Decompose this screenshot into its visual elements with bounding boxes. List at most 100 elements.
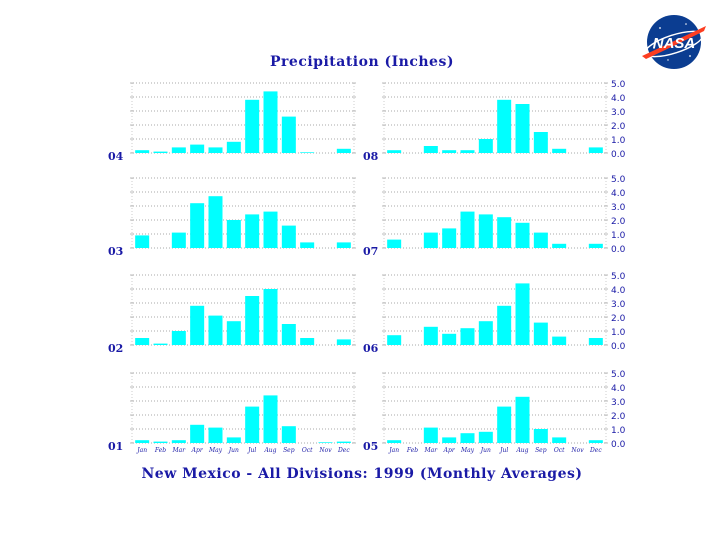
bar-02-apr (190, 305, 205, 345)
month-label: Jan (387, 447, 399, 454)
bar-01-mar (171, 440, 186, 443)
bar-07-oct (552, 243, 567, 248)
chart-panel-02: 02 (108, 274, 356, 355)
bar-01-may (208, 427, 223, 443)
bar-07-sep (533, 232, 548, 248)
bar-06-sep (533, 322, 548, 345)
month-label: Jun (479, 447, 491, 454)
bar-06-jan (387, 335, 402, 345)
bar-05-apr (442, 437, 457, 443)
chart-panel-08: 08 0.0 1.0 2.0 3.0 4.0 5.0 (363, 80, 626, 163)
bar-02-jan (135, 338, 150, 345)
month-label: Apr (191, 447, 204, 454)
nasa-logo-text: NASA (653, 35, 696, 52)
bar-08-apr (442, 150, 457, 153)
bar-02-dec (336, 339, 351, 345)
chart-panel-04: 04 (108, 82, 356, 163)
month-label: Mar (172, 447, 187, 454)
month-label: Feb (154, 447, 166, 454)
bar-08-sep (533, 132, 548, 153)
chart-panel-05: 05 0.0 1.0 2.0 3.0 4.0 5.0 Jan Feb Mar Apr May Jun Ju… (363, 370, 626, 454)
chart-panel-03: 03 (108, 177, 356, 258)
bar-07-apr (442, 228, 457, 248)
bar-03-oct (300, 242, 315, 248)
month-label: Jul (246, 447, 256, 454)
y-tick-label: 0.0 (611, 342, 626, 352)
bar-03-sep (281, 225, 296, 248)
month-label: Sep (283, 447, 295, 454)
bar-02-feb (153, 343, 168, 345)
division-label: 03 (108, 245, 123, 258)
division-label: 05 (363, 440, 378, 453)
bar-07-jun (478, 214, 493, 248)
bar-01-dec (336, 441, 351, 443)
bar-05-mar (423, 427, 438, 443)
month-label: Oct (554, 447, 565, 454)
month-label: Jul (498, 447, 508, 454)
bar-02-sep (281, 324, 296, 345)
month-label: Aug (263, 447, 276, 454)
y-tick-label: 1.0 (611, 426, 626, 436)
bar-06-aug (515, 283, 530, 345)
y-tick-label: 1.0 (611, 231, 626, 241)
chart-panel-06: 06 0.0 1.0 2.0 3.0 4.0 5.0 (363, 272, 626, 355)
division-label: 02 (108, 342, 123, 355)
division-label: 01 (108, 440, 123, 453)
bar-08-dec (588, 147, 603, 153)
bar-05-sep (533, 429, 548, 443)
month-label: Oct (302, 447, 313, 454)
bar-02-jun (226, 321, 241, 345)
bar-03-jul (245, 214, 260, 248)
bar-06-jun (478, 321, 493, 345)
bar-07-dec (588, 243, 603, 248)
month-label: Dec (589, 447, 602, 454)
figure-caption: New Mexico - All Divisions: 1999 (Monthl… (141, 466, 583, 482)
y-tick-label: 3.0 (611, 108, 626, 118)
month-label: Mar (424, 447, 439, 454)
y-tick-label: 4.0 (611, 286, 626, 296)
chart-panel-01: 01 Jan Feb Mar Apr May Jun Jul Aug Sep Oct Nov Dec (108, 372, 356, 454)
month-label: Apr (443, 447, 456, 454)
bar-03-may (208, 196, 223, 248)
bar-07-mar (423, 232, 438, 248)
bar-08-aug (515, 104, 530, 153)
bar-01-sep (281, 426, 296, 443)
bar-02-jul (245, 296, 260, 345)
bar-04-dec (336, 148, 351, 153)
bar-02-aug (263, 289, 278, 345)
month-label: Nov (570, 447, 584, 454)
y-tick-label: 5.0 (611, 272, 626, 282)
y-tick-label: 5.0 (611, 370, 626, 380)
month-label: Jan (135, 447, 147, 454)
y-tick-label: 2.0 (611, 412, 626, 422)
y-tick-label: 2.0 (611, 217, 626, 227)
bar-01-jan (135, 440, 150, 443)
y-tick-label: 2.0 (611, 122, 626, 132)
bar-04-apr (190, 144, 205, 153)
bar-07-jan (387, 239, 402, 248)
bar-05-dec (588, 440, 603, 443)
bar-06-apr (442, 333, 457, 345)
bar-04-oct (300, 152, 315, 153)
y-tick-label: 3.0 (611, 398, 626, 408)
y-tick-label: 0.0 (611, 440, 626, 450)
bar-03-jan (135, 235, 150, 248)
bar-04-mar (171, 147, 186, 153)
bar-03-aug (263, 211, 278, 248)
bar-05-oct (552, 437, 567, 443)
bar-01-apr (190, 424, 205, 443)
y-tick-label: 4.0 (611, 189, 626, 199)
y-tick-label: 2.0 (611, 314, 626, 324)
month-label: May (208, 447, 223, 454)
chart-panel-07: 07 0.0 1.0 2.0 3.0 4.0 5.0 (363, 175, 626, 258)
y-tick-label: 4.0 (611, 384, 626, 394)
bar-06-oct (552, 336, 567, 345)
bar-04-may (208, 147, 223, 153)
bar-01-jun (226, 437, 241, 443)
figure-title: Precipitation (Inches) (270, 54, 454, 70)
bar-02-oct (300, 338, 315, 345)
division-label: 07 (363, 245, 378, 258)
bar-08-oct (552, 148, 567, 153)
bar-04-sep (281, 116, 296, 153)
division-label: 06 (363, 342, 379, 355)
